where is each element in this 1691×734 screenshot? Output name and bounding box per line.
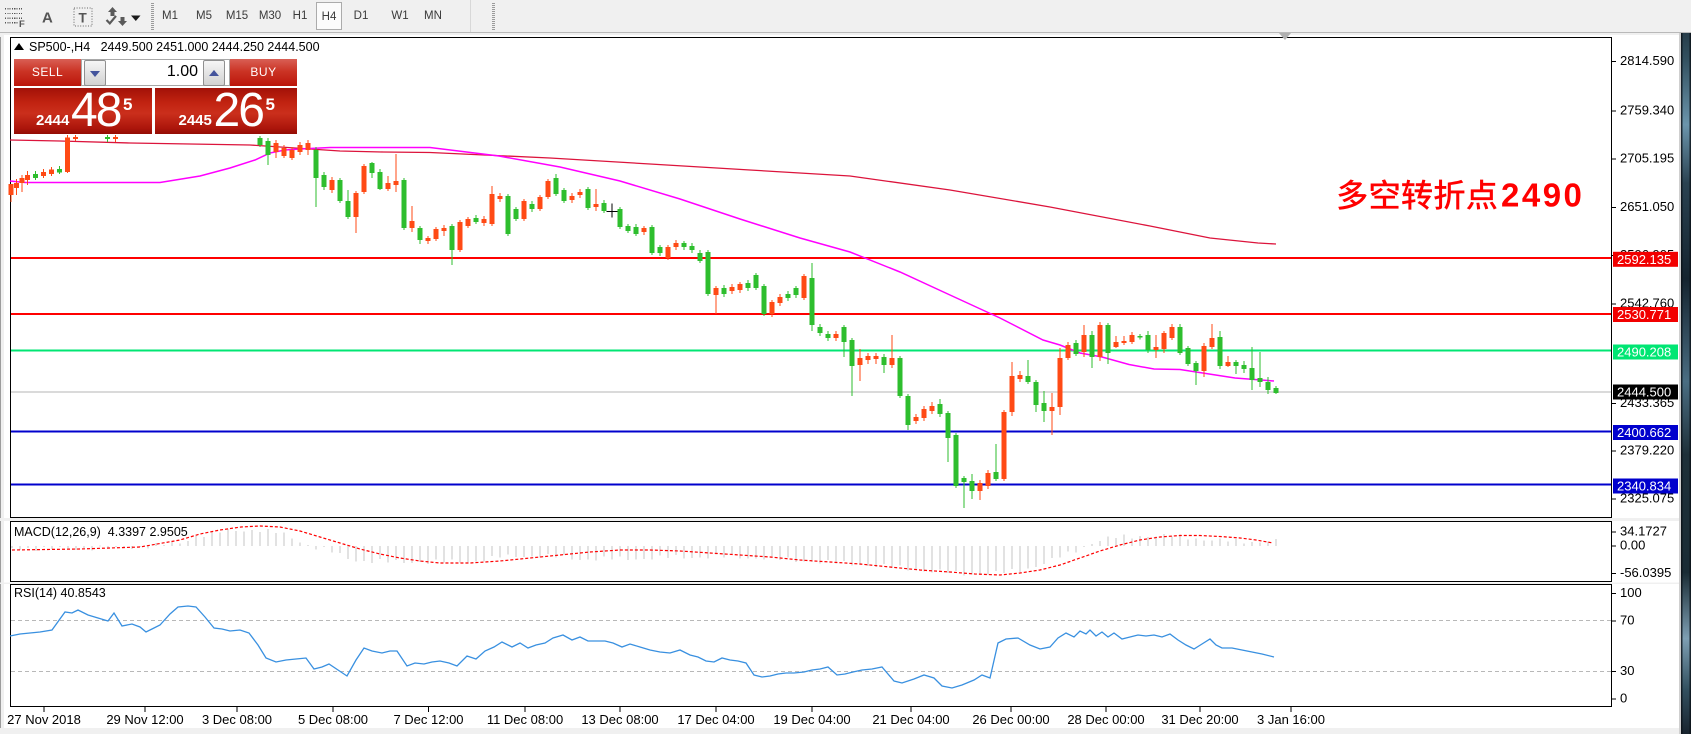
svg-text:3 Dec 08:00: 3 Dec 08:00 <box>202 712 272 727</box>
svg-text:3 Jan 16:00: 3 Jan 16:00 <box>1257 712 1325 727</box>
svg-text:5 Dec 08:00: 5 Dec 08:00 <box>298 712 368 727</box>
svg-text:2530.771: 2530.771 <box>1617 307 1671 322</box>
svg-text:2759.340: 2759.340 <box>1620 103 1674 118</box>
svg-text:0: 0 <box>1620 691 1627 706</box>
svg-text:2814.590: 2814.590 <box>1620 53 1674 68</box>
svg-text:2705.195: 2705.195 <box>1620 151 1674 166</box>
svg-text:34.1727: 34.1727 <box>1620 524 1667 539</box>
svg-text:T: T <box>79 11 88 26</box>
svg-text:7 Dec 12:00: 7 Dec 12:00 <box>393 712 463 727</box>
svg-text:28 Dec 00:00: 28 Dec 00:00 <box>1067 712 1144 727</box>
svg-text:27 Nov 2018: 27 Nov 2018 <box>7 712 81 727</box>
svg-text:MACD(12,26,9) 4.3397 2.9505: MACD(12,26,9) 4.3397 2.9505 <box>14 525 188 539</box>
svg-text:A: A <box>42 10 53 27</box>
svg-text:11 Dec 08:00: 11 Dec 08:00 <box>487 712 563 727</box>
svg-text:2400.662: 2400.662 <box>1617 425 1671 440</box>
svg-text:19 Dec 04:00: 19 Dec 04:00 <box>773 712 850 727</box>
svg-text:21 Dec 04:00: 21 Dec 04:00 <box>872 712 949 727</box>
svg-text:F: F <box>19 19 25 30</box>
svg-text:2490: 2490 <box>1501 177 1584 214</box>
svg-text:13 Dec 08:00: 13 Dec 08:00 <box>581 712 658 727</box>
svg-text:-56.0395: -56.0395 <box>1620 565 1671 580</box>
svg-text:100: 100 <box>1620 585 1642 600</box>
svg-text:2340.834: 2340.834 <box>1617 479 1671 494</box>
svg-text:2325.075: 2325.075 <box>1620 491 1674 506</box>
svg-text:31 Dec 20:00: 31 Dec 20:00 <box>1161 712 1238 727</box>
svg-text:2542.760: 2542.760 <box>1620 296 1674 311</box>
svg-text:70: 70 <box>1620 613 1634 628</box>
svg-text:2444.500: 2444.500 <box>1617 385 1671 400</box>
svg-text:17 Dec 04:00: 17 Dec 04:00 <box>677 712 754 727</box>
svg-text:2379.220: 2379.220 <box>1620 443 1674 458</box>
svg-text:2651.050: 2651.050 <box>1620 199 1674 214</box>
svg-text:26 Dec 00:00: 26 Dec 00:00 <box>972 712 1049 727</box>
svg-text:SP500-,H4 2449.500 2451.000: SP500-,H4 2449.500 2451.000 2444.250 244… <box>29 40 320 54</box>
svg-text:RSI(14) 40.8543: RSI(14) 40.8543 <box>14 586 106 600</box>
svg-text:30: 30 <box>1620 663 1634 678</box>
svg-text:0.00: 0.00 <box>1620 538 1645 553</box>
svg-text:29 Nov 12:00: 29 Nov 12:00 <box>106 712 183 727</box>
svg-text:2592.135: 2592.135 <box>1617 252 1671 267</box>
svg-text:2490.208: 2490.208 <box>1617 345 1671 360</box>
